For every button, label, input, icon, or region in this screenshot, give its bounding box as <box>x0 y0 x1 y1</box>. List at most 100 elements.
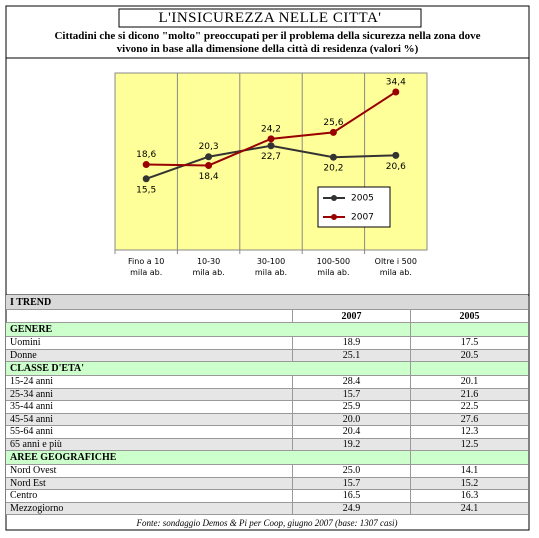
data-label: 24,2 <box>261 124 281 134</box>
row-label: Mezzogiorno <box>10 502 64 514</box>
section-row: CLASSE D'ETA' <box>6 361 528 375</box>
row-label: 45-54 anni <box>10 413 54 425</box>
table-cell: 24.1 <box>410 502 528 514</box>
row-label: Nord Est <box>10 477 46 489</box>
x-tick-label: Fino a 10 mila ab. <box>128 257 165 277</box>
point <box>142 161 150 169</box>
row-label: 25-34 anni <box>10 388 54 400</box>
table-cell: 25.9 <box>292 401 410 413</box>
table-cell: 25.1 <box>292 349 410 361</box>
section-band <box>6 451 410 464</box>
table-row: Uomini 18.9 17.5 <box>6 336 528 349</box>
point <box>205 153 213 161</box>
table-cell: 19.2 <box>292 438 410 450</box>
table-title: I TREND <box>6 295 528 309</box>
row-label: Centro <box>10 490 38 502</box>
row-label: 15-24 anni <box>10 376 54 388</box>
point <box>392 151 400 159</box>
x-tick-label: 100-500 mila ab. <box>316 257 351 277</box>
point <box>267 135 275 143</box>
legend-marker <box>331 214 337 220</box>
table-cell: 20.0 <box>292 413 410 425</box>
table: I TREND 2007 2005 GENERE Uomini 18.9 17.5 Donne… <box>6 295 528 530</box>
chart-subtitle: Cittadini che si dicono "molto" preoccup… <box>54 30 481 55</box>
table-cell: 20.1 <box>410 376 528 388</box>
legend-label: 2005 <box>351 194 374 204</box>
section-band <box>410 323 528 336</box>
table-row: 25-34 anni 15.7 21.6 <box>6 387 528 400</box>
table-cell: 15.2 <box>410 477 528 489</box>
legend-marker <box>331 195 337 201</box>
section-title: AREE GEOGRAFICHE <box>10 452 117 463</box>
column-header-row: 2007 2005 <box>6 309 528 322</box>
table-cell: 12.5 <box>410 438 528 450</box>
row-label: Uomini <box>10 337 41 349</box>
table-cell: 15.7 <box>292 388 410 400</box>
point <box>267 142 275 150</box>
section-title: CLASSE D'ETA' <box>10 363 85 374</box>
data-label: 20,3 <box>199 142 219 152</box>
frame <box>5 5 530 531</box>
x-tick-label: Oltre i 500 mila ab. <box>374 257 417 277</box>
table-row: 45-54 anni 20.0 27.6 <box>6 412 528 425</box>
legend-box <box>317 186 391 228</box>
table-cell: 18.9 <box>292 337 410 349</box>
row-label: Nord Ovest <box>10 465 57 477</box>
data-label: 34,4 <box>386 77 406 87</box>
table-cell: 21.6 <box>410 388 528 400</box>
column-header: 2005 <box>410 310 528 322</box>
point <box>392 88 400 96</box>
table-cell: 27.6 <box>410 413 528 425</box>
source-text: Fonte: sondaggio Demos & Pi per Coop, gi… <box>136 517 398 528</box>
section-band <box>410 362 528 375</box>
table-cell: 14.1 <box>410 465 528 477</box>
table-cell: 22.5 <box>410 401 528 413</box>
table-row: Nord Ovest 25.0 14.1 <box>6 464 528 477</box>
table-cell: 24.9 <box>292 502 410 514</box>
row-label: 35-44 anni <box>10 401 54 413</box>
row-label: Donne <box>10 349 37 361</box>
section-title: GENERE <box>10 324 53 335</box>
x-tick-label: 30-100 mila ab. <box>254 257 288 277</box>
table-row: Nord Est 15.7 15.2 <box>6 476 528 489</box>
table-cell: 12.3 <box>410 426 528 438</box>
row-label: 55-64 anni <box>10 426 54 438</box>
source-note: Fonte: sondaggio Demos & Pi per Coop, gi… <box>6 514 528 530</box>
data-label: 18,4 <box>199 172 219 182</box>
table-cell: 25.0 <box>292 465 410 477</box>
point <box>205 161 213 169</box>
section-row: AREE GEOGRAFICHE <box>6 450 528 464</box>
table-cell: 20.5 <box>410 349 528 361</box>
data-label: 15,5 <box>136 185 156 195</box>
chart-title: L'INSICUREZZA NELLE CITTA' <box>158 10 382 26</box>
table-cell: 15.7 <box>292 477 410 489</box>
data-label: 22,7 <box>261 152 281 162</box>
row-label: 65 anni e più <box>10 438 62 450</box>
table-row: 55-64 anni 20.4 12.3 <box>6 425 528 438</box>
point <box>329 153 337 161</box>
point <box>142 175 150 183</box>
section-band <box>6 362 410 375</box>
legend-label: 2007 <box>351 213 374 223</box>
data-label: 25,6 <box>323 118 343 128</box>
table-row: Mezzogiorno 24.9 24.1 <box>6 501 528 514</box>
table-row: 15-24 anni 28.4 20.1 <box>6 375 528 388</box>
table-cell: 28.4 <box>292 376 410 388</box>
table-row: 35-44 anni 25.9 22.5 <box>6 400 528 413</box>
title-box <box>118 8 422 28</box>
table-row: 65 anni e più 19.2 12.5 <box>6 437 528 450</box>
table-cell: 16.3 <box>410 490 528 502</box>
section-band <box>6 323 410 336</box>
data-label: 18,6 <box>136 150 156 160</box>
section-row: GENERE <box>6 322 528 336</box>
data-label: 20,2 <box>323 164 343 174</box>
column-header: 2007 <box>292 310 410 322</box>
table-row: Centro 16.5 16.3 <box>6 489 528 502</box>
table-cell: 17.5 <box>410 337 528 349</box>
table-title-text: I TREND <box>10 296 52 308</box>
x-tick-label: 10-30 mila ab. <box>192 257 225 277</box>
table-cell: 20.4 <box>292 426 410 438</box>
table-cell: 16.5 <box>292 490 410 502</box>
